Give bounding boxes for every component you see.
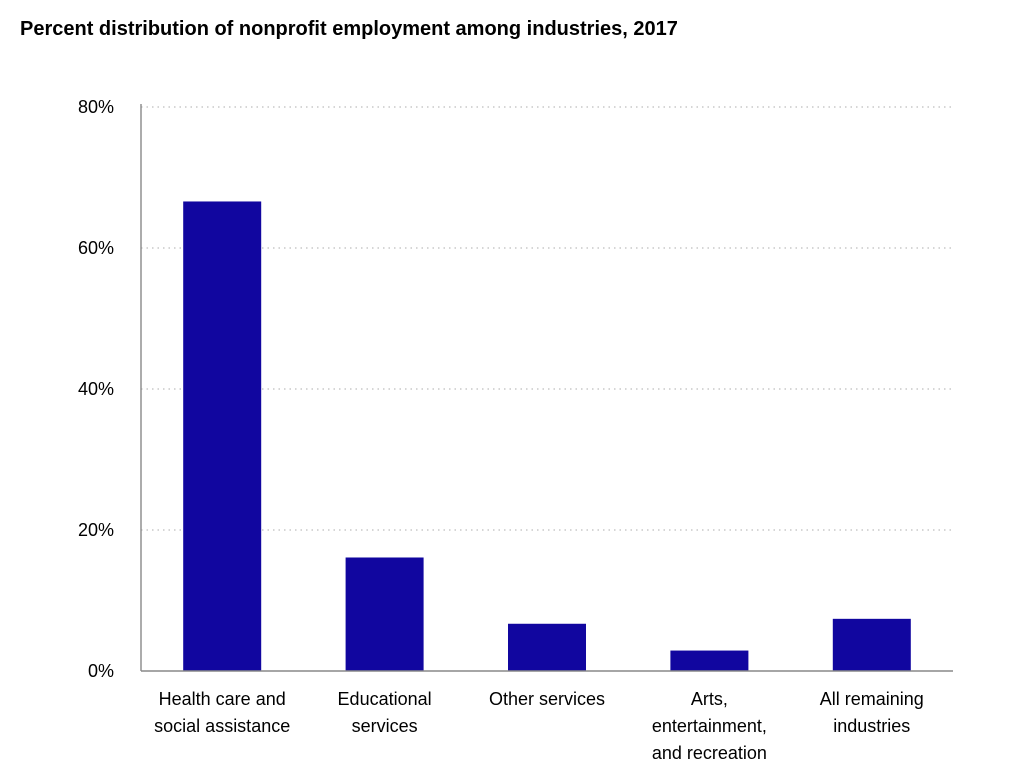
bar [345, 557, 424, 671]
y-tick-label: 60% [78, 238, 114, 258]
y-tick-labels: 0% 20% 40% 60% 80% [78, 97, 114, 681]
x-category-label: Other services [489, 689, 605, 709]
x-category-label: Educational services [338, 689, 432, 736]
y-tick-label: 80% [78, 97, 114, 117]
x-category-label: Health care and social assistance [154, 689, 290, 736]
axes [140, 104, 953, 672]
bars [183, 201, 911, 671]
bar [832, 618, 911, 671]
x-category-label: All remaining industries [820, 689, 924, 736]
chart-title: Percent distribution of nonprofit employ… [20, 18, 678, 40]
y-tick-label: 40% [78, 379, 114, 399]
x-category-labels: Health care and social assistance Educatio… [154, 689, 924, 763]
bar [508, 623, 586, 671]
y-tick-label: 20% [78, 520, 114, 540]
x-category-label: Arts, entertainment, and recreation [652, 689, 767, 763]
y-tick-label: 0% [88, 661, 114, 681]
bar [670, 650, 749, 671]
gridlines [141, 106, 953, 531]
bar [183, 201, 262, 671]
